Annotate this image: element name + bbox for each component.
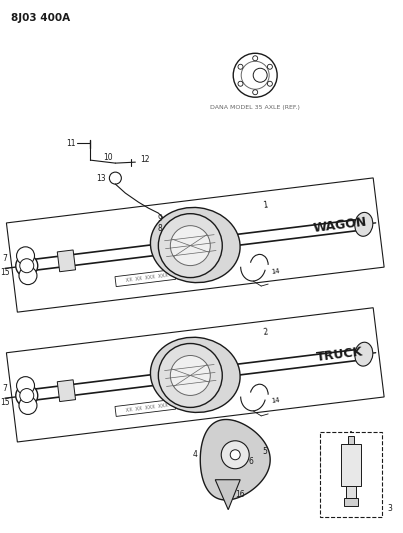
Text: WAGON: WAGON	[312, 215, 368, 235]
Text: DANA MODEL 35 AXLE (REF.): DANA MODEL 35 AXLE (REF.)	[210, 104, 300, 110]
Text: 2: 2	[262, 327, 268, 337]
Bar	[320, 432, 382, 516]
Circle shape	[17, 377, 35, 394]
Circle shape	[17, 247, 35, 265]
Text: 13: 13	[96, 174, 105, 183]
Bar	[344, 498, 358, 506]
Circle shape	[170, 356, 210, 395]
Ellipse shape	[355, 212, 373, 236]
Bar	[348, 436, 354, 444]
Text: 14: 14	[270, 268, 280, 274]
Bar	[346, 486, 356, 498]
Circle shape	[268, 81, 272, 86]
Circle shape	[238, 64, 243, 69]
Circle shape	[19, 266, 37, 285]
Text: 8J03 400A: 8J03 400A	[10, 13, 70, 23]
Text: 8: 8	[158, 223, 162, 232]
Text: 14: 14	[270, 398, 280, 405]
Circle shape	[158, 343, 222, 407]
Polygon shape	[215, 480, 240, 510]
Text: 3: 3	[387, 504, 392, 513]
Circle shape	[230, 450, 240, 460]
Circle shape	[238, 81, 243, 86]
Text: XX  XX  XXX  XXX: XX XX XXX XXX	[126, 402, 169, 413]
Circle shape	[221, 441, 249, 469]
Text: 15: 15	[0, 268, 10, 277]
Circle shape	[20, 259, 34, 273]
Ellipse shape	[355, 342, 373, 366]
Circle shape	[109, 172, 121, 184]
Circle shape	[158, 214, 222, 278]
Text: 16: 16	[235, 490, 245, 499]
Ellipse shape	[150, 207, 240, 282]
Circle shape	[241, 61, 269, 89]
Circle shape	[268, 64, 272, 69]
Circle shape	[20, 389, 34, 402]
Text: 12: 12	[140, 155, 150, 164]
Circle shape	[253, 56, 258, 61]
Bar	[341, 444, 361, 486]
Polygon shape	[115, 269, 176, 287]
Polygon shape	[57, 250, 75, 272]
Text: 1: 1	[262, 200, 268, 210]
Text: XX  XX  XXX  XXX: XX XX XXX XXX	[126, 273, 169, 283]
Text: 6: 6	[248, 457, 253, 466]
Polygon shape	[200, 419, 270, 500]
Text: 7: 7	[2, 384, 7, 393]
Text: 15: 15	[0, 398, 10, 407]
Text: 10: 10	[103, 152, 112, 161]
Ellipse shape	[150, 337, 240, 413]
Text: 4: 4	[192, 450, 197, 459]
Text: 11: 11	[66, 139, 75, 148]
Polygon shape	[115, 399, 176, 416]
Circle shape	[16, 385, 38, 407]
Text: TRUCK: TRUCK	[316, 345, 364, 364]
Circle shape	[253, 90, 258, 95]
Circle shape	[19, 397, 37, 415]
Text: 9: 9	[158, 214, 162, 223]
Text: 7: 7	[2, 254, 7, 263]
Circle shape	[233, 53, 277, 97]
Polygon shape	[57, 380, 75, 401]
Circle shape	[253, 68, 267, 82]
Text: 5: 5	[262, 447, 267, 456]
Circle shape	[16, 255, 38, 277]
Circle shape	[170, 225, 210, 265]
